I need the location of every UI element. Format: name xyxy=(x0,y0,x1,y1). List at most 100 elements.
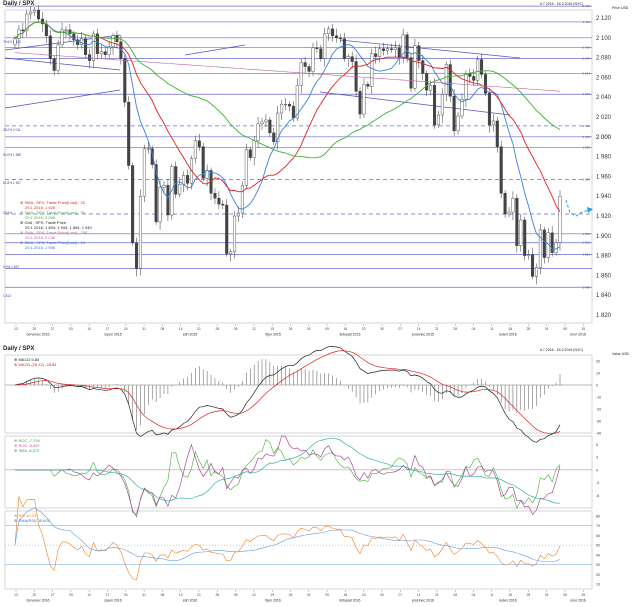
candle-body xyxy=(213,193,217,199)
x-tick-label: 26 xyxy=(289,593,293,597)
x-tick-label: 14 xyxy=(417,593,421,597)
candle-body xyxy=(472,76,476,81)
main-legend: ⊕ SMA ; SPX; Trade Price(Last) ; 20 29.1.… xyxy=(20,200,92,250)
legend-label: ⊕ SMA ; SPX; Trade Price(Last) ; 10 xyxy=(20,240,85,245)
candle-body xyxy=(103,51,107,55)
candle-body xyxy=(382,48,386,51)
candle-body xyxy=(91,33,95,61)
candle-body xyxy=(362,84,366,115)
panel-frame-0 xyxy=(4,9,593,324)
candle-body xyxy=(350,56,354,62)
x-month-label: prosinec 2016 xyxy=(412,599,434,603)
x-tick-label: 16 xyxy=(344,327,348,331)
macd-legend: ⊕ MACD 5,84 ⊕ MACD (26,12) -28,84 xyxy=(14,357,56,367)
candle-body xyxy=(256,123,260,141)
x-tick-label: 08 xyxy=(161,327,165,331)
x-month-label: srpen 2015 xyxy=(104,333,122,337)
candle-body xyxy=(468,73,472,77)
candle-body xyxy=(476,59,480,81)
level-label: 2 000 xyxy=(582,135,590,139)
candle-body xyxy=(72,33,76,40)
legend-entry[interactable]: ⊕ SMA ; SPX; Trade Price(Last) ; 50 29.1.… xyxy=(20,210,92,220)
price-tick: 2 100 xyxy=(596,36,612,42)
roc-tick: 6 xyxy=(596,443,598,447)
candle-body xyxy=(201,146,205,179)
legend-label: ⊕ Grid ; SPX; Trade Price xyxy=(20,220,67,225)
macd-tick: 20 xyxy=(596,360,600,364)
candle-body xyxy=(205,170,209,179)
x-month-label: listopad 2016 xyxy=(340,599,361,603)
legend-entry[interactable]: ⊕ SMA -8,372 xyxy=(14,448,40,453)
x-tick-label: 20 xyxy=(32,593,36,597)
candle-body xyxy=(484,74,488,94)
price-tick: 1 960 xyxy=(596,174,612,180)
level-label: 1 848 xyxy=(582,285,590,289)
x-tick-label: 19 xyxy=(270,327,274,331)
roc-tick: 3 xyxy=(596,456,598,460)
x-tick-label: 09 xyxy=(325,327,329,331)
x-month-label: říjen 2016 xyxy=(265,599,281,603)
candle-body xyxy=(56,44,60,71)
legend-entry[interactable]: ⊕ SMA ; SPX; Trade Price(Last) ; 200 29.1… xyxy=(20,230,92,240)
price-tick: 1 840 xyxy=(596,293,612,299)
price-tick: 2 120 xyxy=(596,16,612,22)
legend-label: ⊕ SMA ; SPX; Trade Price(Last) ; 200 xyxy=(20,230,88,235)
candle-body xyxy=(331,28,335,37)
legend-entry[interactable]: ⊕ MACD (26,12) -28,84 xyxy=(14,362,56,367)
level-label: 2 079 xyxy=(582,57,590,61)
x-tick-label: 28 xyxy=(453,327,457,331)
candle-body xyxy=(182,175,186,185)
legend-entry[interactable]: ⊕ SMA(RSI) 35,602 xyxy=(14,518,50,523)
x-month-label: leden 2016 xyxy=(499,333,516,337)
level-label: 2 064 xyxy=(582,71,590,75)
x-tick-label: 20 xyxy=(32,327,36,331)
candle-body xyxy=(225,204,229,254)
x-month-label: únor 2016 xyxy=(570,333,586,337)
candle-body xyxy=(429,85,433,91)
x-tick-label: 18 xyxy=(508,327,512,331)
legend-entry[interactable]: ⊕ RSI 40,237 xyxy=(14,513,50,518)
fib-label: 0.0% 1 867 xyxy=(3,265,19,269)
legend-entry[interactable]: ⊕ SMA ; SPX; Trade Price(Last) ; 10 29.1.… xyxy=(20,240,92,250)
legend-entry[interactable]: ⊕ SMA ; SPX; Trade Price(Last) ; 20 29.1.… xyxy=(20,200,92,210)
candle-body xyxy=(307,66,311,72)
candle-body xyxy=(319,48,323,59)
x-tick-label: 08 xyxy=(161,593,165,597)
candle-body xyxy=(21,29,25,32)
candle-body xyxy=(460,98,464,117)
candle-body xyxy=(538,229,542,268)
legend-entry[interactable]: ⊕ MACD 5,84 xyxy=(14,357,56,362)
x-tick-label: 12 xyxy=(252,593,256,597)
x-tick-label: 14 xyxy=(179,327,183,331)
x-month-label: červenec 2015 xyxy=(27,333,50,337)
candle-body xyxy=(370,53,374,87)
x-tick-label: 03 xyxy=(69,593,73,597)
legend-entry[interactable]: ⊕ ROC -7,756 xyxy=(14,438,40,443)
candle-body xyxy=(99,51,103,54)
fib-label: 61.8% 1 957 xyxy=(3,181,21,185)
x-tick-label: 03 xyxy=(69,327,73,331)
candle-body xyxy=(335,35,339,38)
candle-body xyxy=(33,9,37,13)
level-label: 1 893 xyxy=(582,241,590,245)
roc-tick: 0 xyxy=(596,468,598,472)
legend-entry[interactable]: ⊕ Grid ; SPX; Trade Price 29.1.2016; 1 89… xyxy=(20,220,92,230)
candle-body xyxy=(29,11,33,15)
price-tick: 1 920 xyxy=(596,214,612,220)
x-tick-label: 02 xyxy=(307,593,311,597)
x-tick-label: 28 xyxy=(215,593,219,597)
roc-tick: -6 xyxy=(596,494,599,498)
macd-line xyxy=(14,346,561,443)
candle-body xyxy=(366,84,370,87)
legend-label: ⊕ ROC -6,887 xyxy=(14,443,40,448)
candle-body xyxy=(480,59,484,75)
candle-body xyxy=(150,148,154,165)
legend-entry[interactable]: ⊕ ROC -6,887 xyxy=(14,443,40,448)
candle-body xyxy=(338,37,342,39)
x-tick-label: 28 xyxy=(453,593,457,597)
candle-body xyxy=(346,56,350,59)
candle-body xyxy=(389,48,393,50)
panel-frame-2 xyxy=(4,435,593,509)
candle-body xyxy=(193,140,197,159)
